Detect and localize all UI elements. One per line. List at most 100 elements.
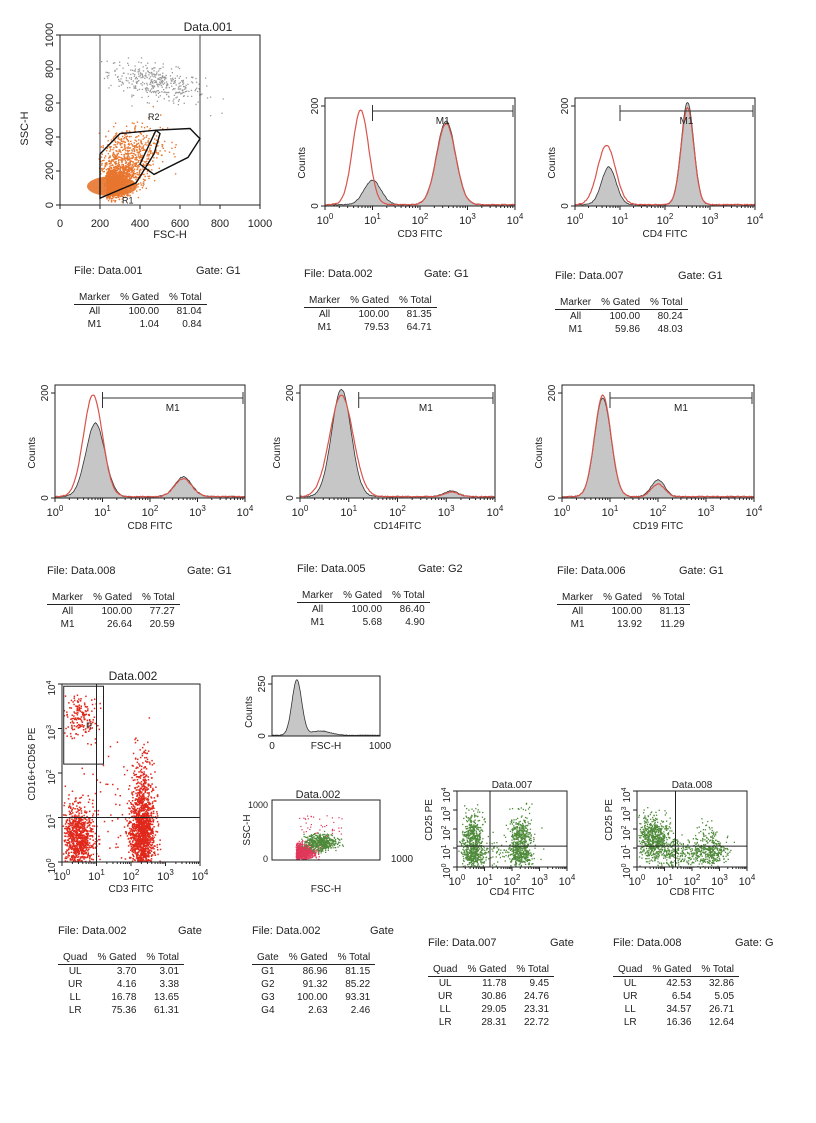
event-dot	[70, 832, 73, 834]
event-dot	[129, 843, 132, 846]
x-axis-label: CD3 FITC	[398, 229, 443, 240]
event-dot	[138, 73, 140, 75]
event-dot	[174, 173, 177, 175]
event-dot	[125, 125, 128, 127]
event-dot	[154, 138, 156, 140]
event-dot	[75, 712, 78, 714]
event-dot	[108, 72, 110, 74]
event-dot	[161, 145, 163, 148]
event-dot	[122, 159, 124, 161]
event-dot	[78, 853, 80, 855]
event-dot	[137, 789, 139, 791]
event-dot	[144, 164, 146, 166]
event-dot	[65, 832, 67, 835]
event-dot	[145, 142, 147, 144]
event-dot	[132, 171, 134, 174]
event-dot	[131, 170, 133, 173]
event-dot	[81, 849, 84, 852]
event-dot	[141, 839, 143, 841]
event-dot	[141, 841, 143, 843]
event-dot	[136, 786, 138, 789]
event-dot	[87, 852, 89, 854]
event-dot	[72, 701, 74, 703]
event-dot	[72, 819, 74, 822]
event-dot	[94, 847, 97, 849]
event-dot	[121, 81, 123, 83]
event-dot	[82, 852, 85, 855]
event-dot	[123, 165, 125, 167]
event-dot	[118, 163, 120, 166]
event-dot	[122, 174, 124, 176]
event-dot	[97, 724, 99, 727]
event-dot	[75, 820, 77, 822]
event-dot	[134, 787, 136, 790]
event-dot	[153, 85, 156, 88]
event-dot	[143, 797, 145, 799]
event-dot	[109, 847, 111, 849]
event-dot	[143, 173, 145, 176]
event-dot	[141, 752, 144, 755]
event-dot	[139, 857, 141, 859]
event-dot	[148, 177, 150, 180]
event-dot	[87, 822, 89, 824]
event-dot	[134, 774, 136, 776]
event-dot	[138, 804, 140, 806]
event-dot	[119, 168, 121, 171]
event-dot	[149, 837, 152, 840]
event-dot	[136, 78, 138, 80]
event-dot	[141, 808, 143, 810]
event-dot	[306, 851, 309, 853]
event-dot	[194, 90, 196, 92]
event-dot	[130, 69, 132, 71]
event-dot	[133, 838, 135, 840]
region-label: R1	[122, 195, 134, 205]
event-dot	[123, 72, 125, 74]
event-dot	[109, 160, 111, 163]
event-dot	[131, 144, 133, 146]
event-dot	[71, 717, 73, 720]
event-dot	[80, 705, 82, 707]
event-dot	[148, 833, 150, 835]
event-dot	[140, 62, 142, 64]
y-axis-label: Counts	[547, 147, 558, 179]
event-dot	[74, 827, 76, 829]
event-dot	[141, 154, 143, 157]
event-dot	[147, 788, 150, 790]
event-dot	[144, 836, 147, 838]
event-dot	[146, 860, 149, 862]
event-dot	[86, 719, 89, 722]
event-dot	[125, 136, 127, 138]
event-dot	[116, 172, 118, 174]
event-dot	[185, 77, 188, 79]
event-dot	[178, 99, 180, 101]
event-dot	[85, 836, 87, 838]
event-dot	[182, 82, 185, 84]
event-dot	[162, 80, 164, 83]
event-dot	[146, 144, 148, 146]
event-dot	[107, 196, 110, 199]
event-dot	[138, 802, 141, 805]
event-dot	[182, 79, 184, 82]
event-dot	[146, 850, 149, 852]
event-dot	[70, 707, 73, 709]
event-dot	[99, 702, 101, 705]
event-dot	[78, 801, 81, 804]
event-dot	[129, 842, 132, 845]
event-dot	[124, 169, 127, 171]
event-dot	[129, 834, 132, 836]
event-dot	[140, 805, 142, 807]
event-dot	[79, 834, 82, 837]
event-dot	[134, 850, 136, 853]
event-dot	[135, 792, 137, 795]
event-dot	[133, 770, 136, 772]
event-dot	[140, 142, 143, 145]
event-dot	[137, 824, 140, 826]
event-dot	[148, 851, 150, 853]
event-dot	[132, 851, 135, 853]
event-dot	[76, 847, 79, 849]
event-dot	[136, 782, 139, 784]
event-dot	[157, 77, 160, 80]
event-dot	[152, 839, 154, 841]
event-dot	[150, 91, 153, 94]
